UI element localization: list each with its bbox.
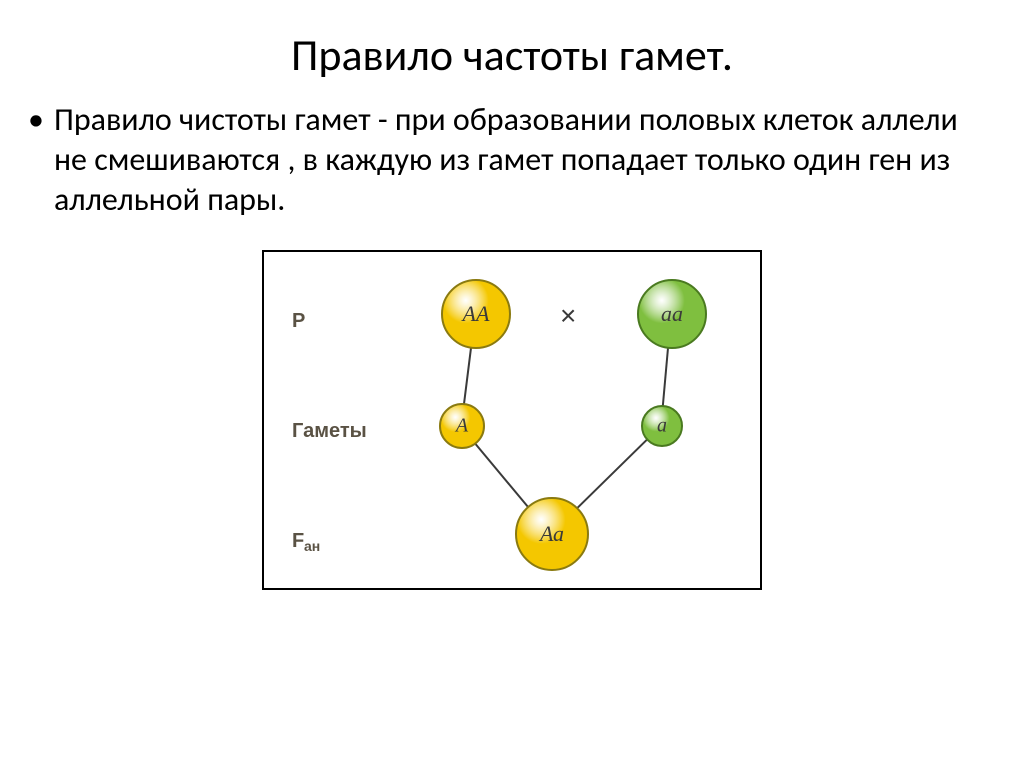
node-label-P_AA: АА	[463, 301, 490, 327]
row-label: ан	[304, 538, 320, 554]
node-label-F_Aa: Аа	[540, 521, 564, 547]
page-title: Правило частоты гамет.	[0, 0, 1024, 100]
row-label: Р	[292, 310, 305, 333]
node-label-G_a: а	[657, 415, 667, 438]
body-text-container: • Правило чистоты гамет - при образовани…	[0, 100, 1024, 220]
node-label-P_aa: аа	[661, 301, 683, 327]
gamete-purity-diagram: Р Гаметы Fан × АА аа Аа Аа	[262, 250, 762, 590]
row-label: F	[292, 530, 304, 553]
edge	[463, 347, 472, 404]
body-text: Правило чистоты гамет - при образовании …	[54, 100, 984, 220]
cross-symbol: ×	[560, 300, 576, 332]
edge	[662, 348, 669, 406]
row-label: Гаметы	[292, 420, 367, 443]
node-label-G_A: А	[456, 415, 468, 438]
bullet-icon: •	[28, 100, 44, 140]
